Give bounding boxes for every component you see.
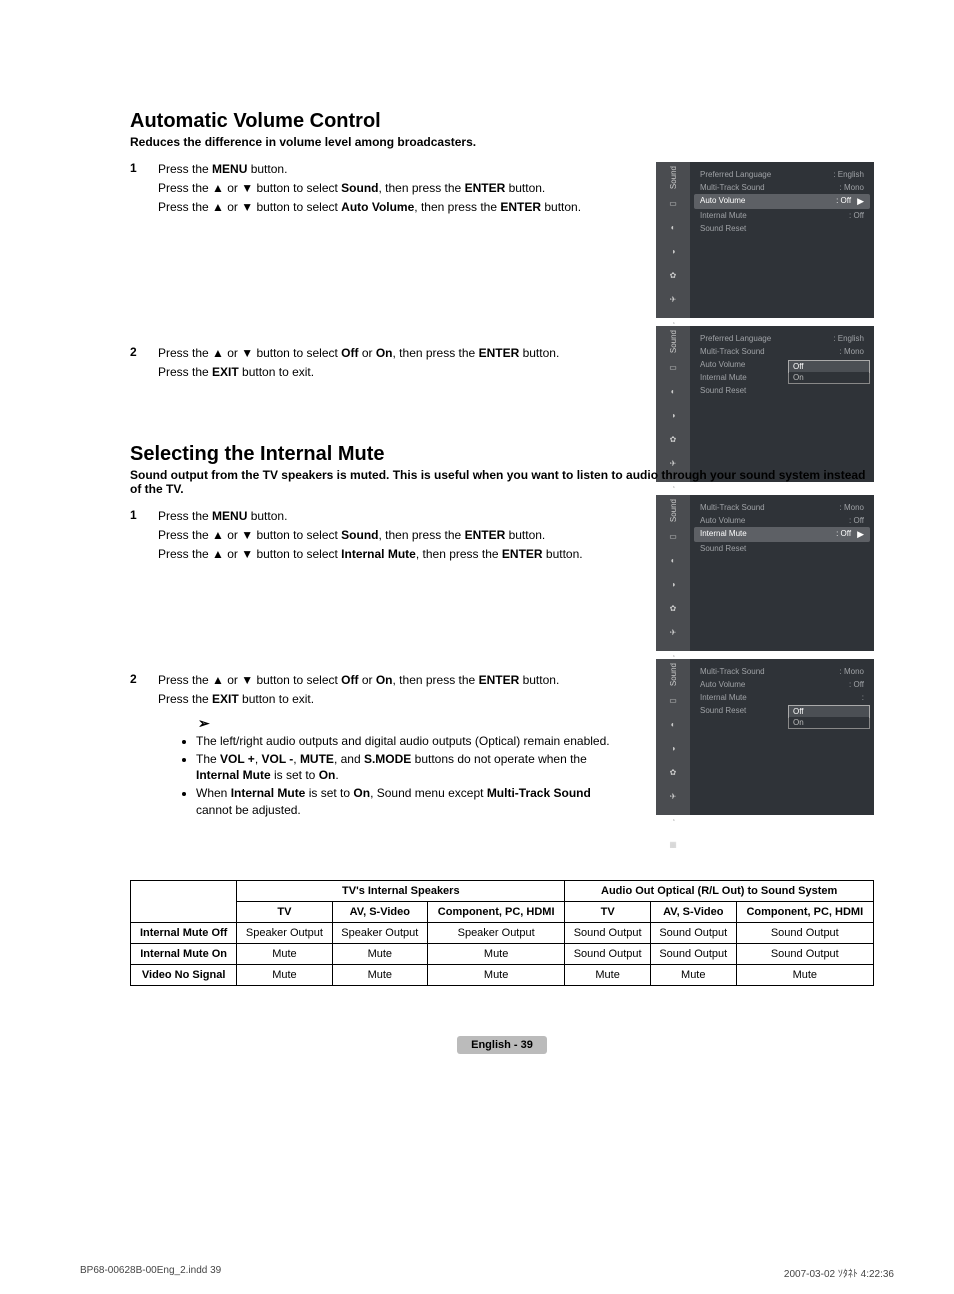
tv-side-label: Sound — [669, 166, 678, 189]
tv-icon: ▦ — [666, 838, 680, 850]
footer-timestamp: 2007-03-02 ｿﾀﾈﾄ 4:22:36 — [784, 1265, 894, 1280]
arrow-right-icon: ▶ — [851, 529, 864, 540]
section-internal-mute: Selecting the Internal Mute Sound output… — [130, 443, 874, 820]
output-table: TV's Internal Speakers Audio Out Optical… — [130, 880, 874, 986]
section-title: Selecting the Internal Mute — [130, 443, 874, 466]
table-row: Internal Mute On MuteMuteMute Sound Outp… — [131, 943, 874, 964]
table-header: Component, PC, HDMI — [736, 901, 873, 922]
tv-icon: ▭ — [666, 197, 680, 209]
tv-icon: ✿ — [666, 269, 680, 281]
table-header: Component, PC, HDMI — [427, 901, 564, 922]
table-row: Video No Signal MuteMuteMute MuteMuteMut… — [131, 964, 874, 985]
step-body: Press the ▲ or ▼ button to select Off or… — [158, 345, 559, 383]
tv-icon: ◐ — [666, 718, 680, 730]
screenshots-col: Sound ▭ ◐ ◑ ✿ ✈ ◔ ▦ Preferred Language: … — [656, 162, 874, 482]
note-item: When Internal Mute is set to On, Sound m… — [196, 785, 618, 817]
arrow-right-icon: ▶ — [851, 196, 864, 207]
tv-icon: ◑ — [666, 578, 680, 590]
tv-icon: ▭ — [666, 361, 680, 373]
tv-screen-internal-mute-menu: Sound ▭ ◐ ◑ ✿ ✈ ◔ ▦ Multi-Track Sound: M… — [656, 495, 874, 651]
tv-icon: ✈ — [666, 293, 680, 305]
tv-option-on: On — [789, 717, 869, 728]
table-header: TV — [237, 901, 332, 922]
tv-icon: ◐ — [666, 385, 680, 397]
tv-icon: ▭ — [666, 530, 680, 542]
tv-icon: ◐ — [666, 554, 680, 566]
tv-icon: ◑ — [666, 742, 680, 754]
print-footer: BP68-00628B-00Eng_2.indd 39 2007-03-02 ｿ… — [80, 1265, 894, 1280]
section-auto-volume: Automatic Volume Control Reduces the dif… — [130, 110, 874, 383]
page-number: English - 39 — [130, 1036, 874, 1054]
table-row: Internal Mute Off Speaker OutputSpeaker … — [131, 922, 874, 943]
tv-icon: ▭ — [666, 694, 680, 706]
table-header: AV, S-Video — [650, 901, 736, 922]
footer-filename: BP68-00628B-00Eng_2.indd 39 — [80, 1265, 221, 1280]
section-title: Automatic Volume Control — [130, 110, 874, 133]
tv-dropdown: Off On — [788, 705, 870, 729]
screenshots-col: Sound ▭ ◐ ◑ ✿ ✈ ◔ ▦ Multi-Track Sound: M… — [656, 495, 874, 815]
tv-icon: ◑ — [666, 245, 680, 257]
table-header: TV's Internal Speakers — [237, 880, 565, 901]
tv-dropdown: Off On — [788, 360, 870, 384]
section-subtitle: Sound output from the TV speakers is mut… — [130, 468, 874, 496]
tv-icon: ✈ — [666, 790, 680, 802]
note-chevron-icon: ➢ — [198, 715, 210, 731]
tv-icon: ◔ — [666, 814, 680, 826]
tv-icon: ✈ — [666, 626, 680, 638]
table-header: TV — [565, 901, 651, 922]
tv-icon: ◑ — [666, 409, 680, 421]
tv-screen-internal-mute-options: Sound ▭ ◐ ◑ ✿ ✈ ◔ ▦ Multi-Track Sound: M… — [656, 659, 874, 815]
table-header: AV, S-Video — [332, 901, 427, 922]
tv-icon: ✿ — [666, 602, 680, 614]
section-subtitle: Reduces the difference in volume level a… — [130, 135, 874, 149]
notes: ➢ The left/right audio outputs and digit… — [182, 714, 618, 818]
tv-option-on: On — [789, 372, 869, 383]
note-item: The VOL +, VOL -, MUTE, and S.MODE butto… — [196, 751, 618, 783]
tv-screen-auto-volume-menu: Sound ▭ ◐ ◑ ✿ ✈ ◔ ▦ Preferred Language: … — [656, 162, 874, 318]
step-body: Press the MENU button. Press the ▲ or ▼ … — [158, 161, 581, 217]
tv-icon: ◐ — [666, 221, 680, 233]
table-header: Audio Out Optical (R/L Out) to Sound Sys… — [565, 880, 874, 901]
tv-icon: ✿ — [666, 766, 680, 778]
note-item: The left/right audio outputs and digital… — [196, 733, 618, 749]
